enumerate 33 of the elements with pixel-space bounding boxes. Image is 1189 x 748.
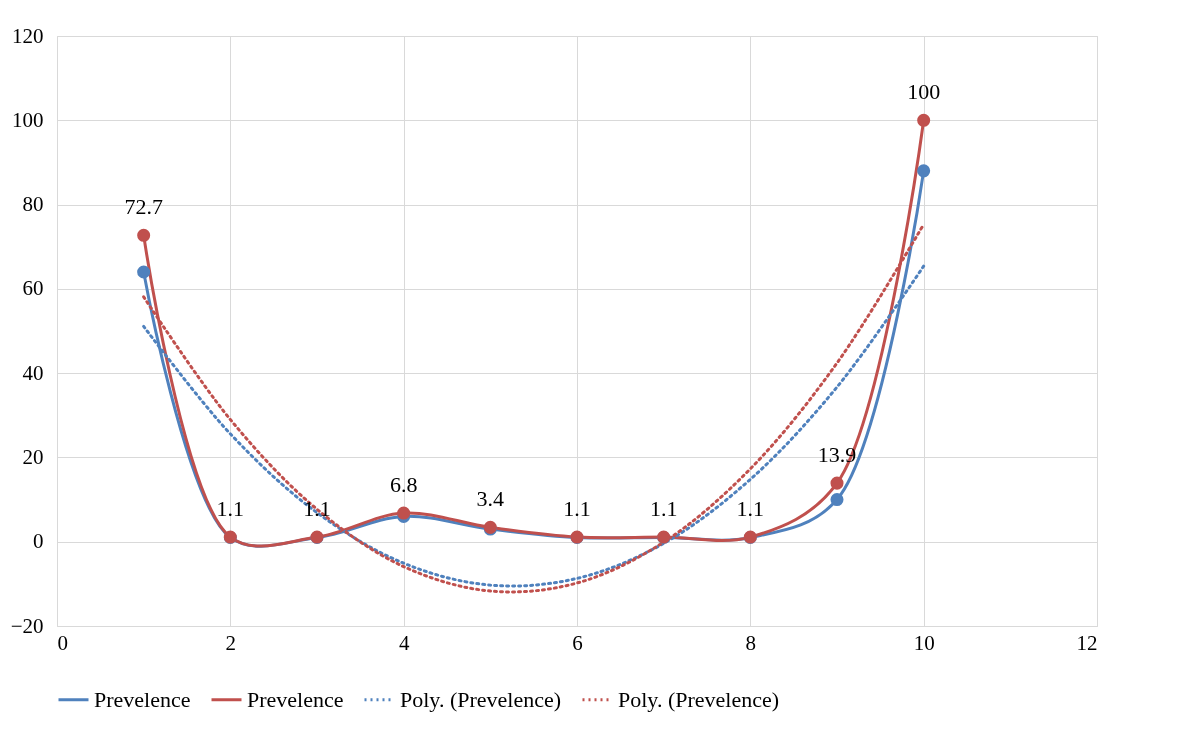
y-tick-label: 120 <box>12 23 44 48</box>
x-tick-label: 0 <box>57 630 68 655</box>
data-label: 1.1 <box>649 496 678 522</box>
legend-label: Poly. (Prevelence) <box>618 686 780 712</box>
data-label: 3.4 <box>476 486 505 512</box>
x-tick-label: 10 <box>913 630 935 655</box>
x-tick-label: 8 <box>745 630 757 655</box>
y-tick-label: 80 <box>22 192 44 217</box>
point <box>137 265 151 279</box>
point <box>917 164 931 178</box>
x-tick-label: 6 <box>572 630 583 655</box>
x-tick-label: 2 <box>225 630 237 655</box>
legend-label: Prevelence <box>94 686 191 712</box>
legend-label: Poly. (Prevelence) <box>400 686 562 712</box>
data-label: 100 <box>907 79 941 105</box>
x-tick-label: 12 <box>1076 630 1098 655</box>
data-label: 1.1 <box>563 496 591 522</box>
y-tick-label: 0 <box>33 529 44 554</box>
y-tick-label: 100 <box>12 107 44 132</box>
data-label: 6.8 <box>389 472 418 498</box>
x-tick-label: 4 <box>398 630 410 655</box>
data-label: 1.1 <box>216 496 245 522</box>
legend-label: Prevelence <box>247 686 344 712</box>
data-label: 72.7 <box>124 194 163 220</box>
y-tick-label: −20 <box>10 613 44 638</box>
point <box>917 113 931 127</box>
point <box>137 228 151 242</box>
y-tick-label: 40 <box>22 360 44 385</box>
data-label: 1.1 <box>736 496 765 522</box>
point <box>830 476 844 490</box>
point <box>830 493 844 507</box>
y-tick-label: 60 <box>22 276 44 301</box>
y-tick-label: 20 <box>22 444 44 469</box>
